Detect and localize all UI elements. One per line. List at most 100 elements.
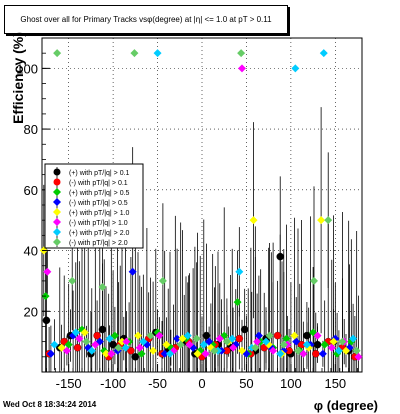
data-point-series-0 [131, 353, 140, 361]
data-point-series-3 [128, 267, 137, 276]
data-point-series-4 [162, 340, 171, 349]
legend-marker [53, 198, 61, 206]
legend-label: (+) with pT/|q| > 0.1 [69, 170, 130, 177]
data-point-series-2 [320, 340, 329, 349]
data-point-series-4 [80, 328, 89, 337]
data-point-series-7 [53, 49, 62, 58]
data-point-series-4 [118, 337, 126, 346]
data-point-series-3 [205, 337, 214, 346]
legend-marker [53, 188, 61, 196]
data-point-series-2 [233, 298, 242, 307]
data-point-series-4 [342, 346, 350, 355]
data-point-series-2 [282, 334, 291, 343]
data-point-series-5 [354, 352, 363, 361]
data-point-series-2 [110, 331, 119, 340]
legend-marker [53, 228, 61, 236]
x-tick-label: -100 [100, 376, 126, 391]
data-point-series-6 [166, 349, 174, 358]
data-point-series-4 [290, 331, 299, 340]
data-point-series-1 [312, 350, 320, 358]
data-point-series-6 [199, 340, 208, 349]
data-point-series-7 [324, 216, 333, 225]
legend-marker [53, 178, 61, 186]
data-point-series-4 [102, 349, 110, 358]
y-tick-label: 20 [24, 304, 38, 319]
legend-box [44, 163, 144, 249]
data-point-series-5 [122, 337, 131, 346]
data-point-series-5 [253, 337, 262, 346]
legend-marker [53, 238, 61, 246]
data-point-series-6 [235, 267, 244, 276]
data-point-series-6 [105, 334, 114, 343]
data-point-series-6 [71, 328, 80, 337]
data-point-series-0 [303, 331, 311, 340]
legend-label: (+) with pT/|q| > 2.0 [69, 230, 130, 237]
x-tick-label: -50 [148, 376, 167, 391]
data-point-series-5 [75, 334, 84, 343]
data-point-series-1 [127, 346, 135, 355]
data-point-series-0 [313, 340, 322, 349]
data-point-series-4 [317, 216, 326, 225]
data-point-series-5 [229, 343, 238, 352]
data-point-series-6 [291, 64, 300, 73]
data-point-series-7 [251, 343, 260, 352]
y-tick-label: 60 [24, 183, 38, 198]
data-point-series-3 [160, 349, 169, 358]
data-point-series-6 [262, 337, 270, 346]
data-point-series-5 [313, 331, 322, 340]
data-point-series-0 [276, 252, 284, 261]
data-point-series-4 [329, 337, 338, 346]
data-point-series-5 [91, 340, 100, 349]
legend-label: (-) with pT/|q| > 0.5 [69, 200, 128, 207]
data-point-series-7 [68, 276, 77, 285]
legend-label: (-) with pT/|q| > 2.0 [69, 240, 128, 247]
data-point-series-7 [222, 337, 231, 346]
data-point-series-5 [185, 340, 194, 349]
data-point-series-7 [237, 49, 246, 58]
data-point-series-0 [98, 325, 107, 334]
y-tick-label: 80 [24, 122, 38, 137]
x-axis-label: φ (degree) [313, 398, 378, 413]
data-point-series-7 [294, 346, 302, 355]
data-point-series-5 [107, 349, 116, 358]
legend-marker [53, 168, 61, 176]
data-point-series-3 [254, 331, 263, 340]
data-point-series-4 [238, 346, 246, 355]
data-point-series-7 [82, 337, 91, 346]
legend-label: (-) with pT/|q| > 1.0 [69, 220, 128, 227]
data-point-series-7 [114, 343, 123, 352]
data-point-series-7 [130, 49, 139, 58]
data-point-series-5 [327, 343, 336, 352]
timestamp: Wed Oct 8 18:34:24 2014 [3, 400, 97, 409]
y-tick-label: 100 [16, 61, 38, 76]
data-point-series-6 [153, 49, 162, 58]
data-point-series-5 [43, 267, 52, 276]
data-point-series-4 [193, 349, 202, 358]
data-point-series-6 [87, 346, 96, 355]
legend-marker [53, 208, 61, 216]
data-point-series-1 [73, 343, 82, 352]
data-point-series-7 [338, 337, 347, 346]
data-point-series-0 [42, 316, 51, 325]
data-point-series-5 [155, 331, 164, 340]
legend-label: (+) with pT/|q| > 0.5 [69, 190, 130, 197]
data-point-series-7 [176, 340, 185, 349]
data-point-series-7 [279, 340, 288, 349]
data-point-series-7 [98, 282, 107, 291]
x-tick-label: -150 [56, 376, 82, 391]
data-point-series-5 [299, 349, 308, 358]
data-point-series-6 [319, 49, 328, 58]
data-point-series-5 [62, 346, 71, 355]
x-tick-label: 0 [198, 376, 205, 391]
data-point-series-7 [158, 276, 167, 285]
data-point-series-1 [235, 334, 244, 343]
data-point-series-4 [57, 343, 66, 352]
data-point-series-4 [149, 346, 158, 355]
legend-label: (-) with pT/|q| > 0.1 [69, 180, 128, 187]
data-point-series-5 [215, 334, 224, 343]
data-point-series-1 [273, 331, 282, 340]
data-point-series-5 [135, 343, 144, 352]
data-point-series-4 [178, 334, 187, 343]
legend-marker [53, 218, 61, 226]
